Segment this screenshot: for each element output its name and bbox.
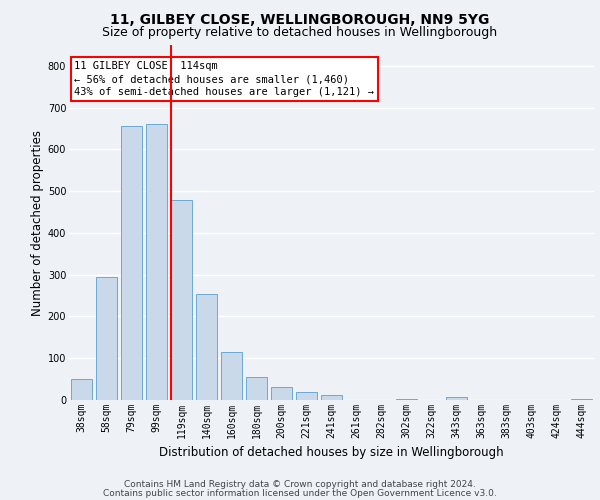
Bar <box>146 124 167 400</box>
Bar <box>171 200 192 400</box>
Bar <box>321 394 342 400</box>
Bar <box>296 392 317 400</box>
Bar <box>271 388 292 400</box>
Bar <box>396 398 417 400</box>
Bar <box>71 379 92 400</box>
Bar <box>446 398 467 400</box>
Bar <box>121 126 142 400</box>
Text: 11, GILBEY CLOSE, WELLINGBOROUGH, NN9 5YG: 11, GILBEY CLOSE, WELLINGBOROUGH, NN9 5Y… <box>110 12 490 26</box>
Bar <box>246 377 267 400</box>
Text: Contains HM Land Registry data © Crown copyright and database right 2024.: Contains HM Land Registry data © Crown c… <box>124 480 476 489</box>
Bar <box>196 294 217 400</box>
Text: 11 GILBEY CLOSE: 114sqm
← 56% of detached houses are smaller (1,460)
43% of semi: 11 GILBEY CLOSE: 114sqm ← 56% of detache… <box>74 61 374 98</box>
Text: Size of property relative to detached houses in Wellingborough: Size of property relative to detached ho… <box>103 26 497 39</box>
Text: Contains public sector information licensed under the Open Government Licence v3: Contains public sector information licen… <box>103 488 497 498</box>
Bar <box>221 352 242 400</box>
Bar <box>96 277 117 400</box>
Y-axis label: Number of detached properties: Number of detached properties <box>31 130 44 316</box>
Bar <box>571 398 592 400</box>
X-axis label: Distribution of detached houses by size in Wellingborough: Distribution of detached houses by size … <box>159 446 504 460</box>
